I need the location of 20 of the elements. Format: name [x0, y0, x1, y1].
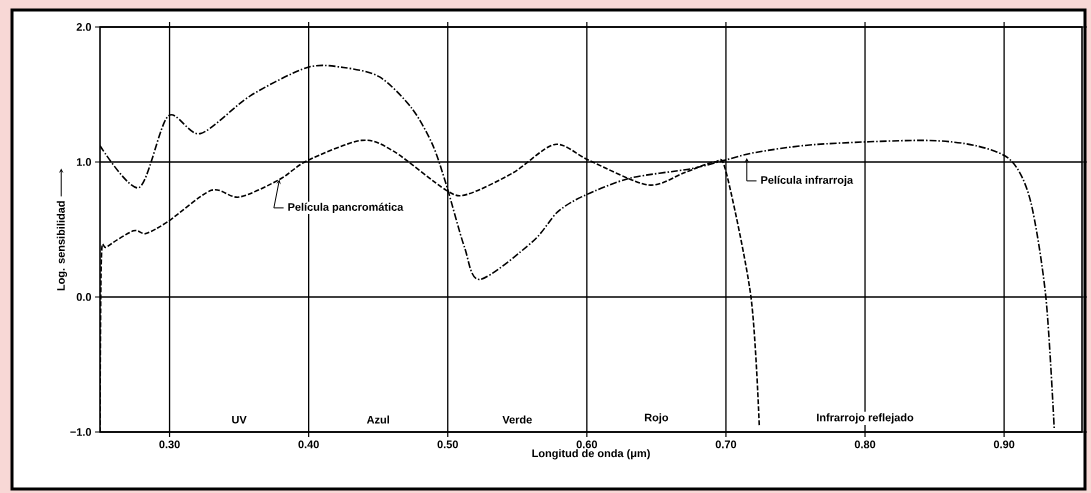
x-tick-label: 0.90: [993, 440, 1015, 449]
y-tick-label: 1.0: [76, 158, 92, 166]
x-tick-label: 0.60: [576, 440, 598, 449]
annotation: Infrarrojo reflejado: [817, 413, 914, 424]
y-tick-label: 2.0: [76, 23, 92, 31]
x-axis-title: Longitud de onda (μm): [532, 449, 650, 460]
annotation: Rojo: [644, 413, 669, 424]
y-tick-label: 0.0: [76, 293, 92, 301]
x-tick-label: 0.50: [437, 440, 458, 449]
text: Película infrarroja: [761, 175, 854, 187]
x-tick-label: 0.30: [159, 440, 180, 449]
text: Película pancromática: [288, 202, 404, 214]
y-tick-label: −1.0: [70, 428, 92, 436]
annotation: Verde: [502, 415, 532, 424]
annotation: UV: [232, 415, 247, 424]
x-tick-label: 0.70: [715, 440, 737, 449]
x-tick-label: 0.40: [298, 440, 319, 449]
y-axis-title: Log. sensibilidad: [56, 201, 68, 291]
x-tick-label: 0.80: [854, 440, 876, 449]
annotation: Azul: [366, 415, 389, 424]
